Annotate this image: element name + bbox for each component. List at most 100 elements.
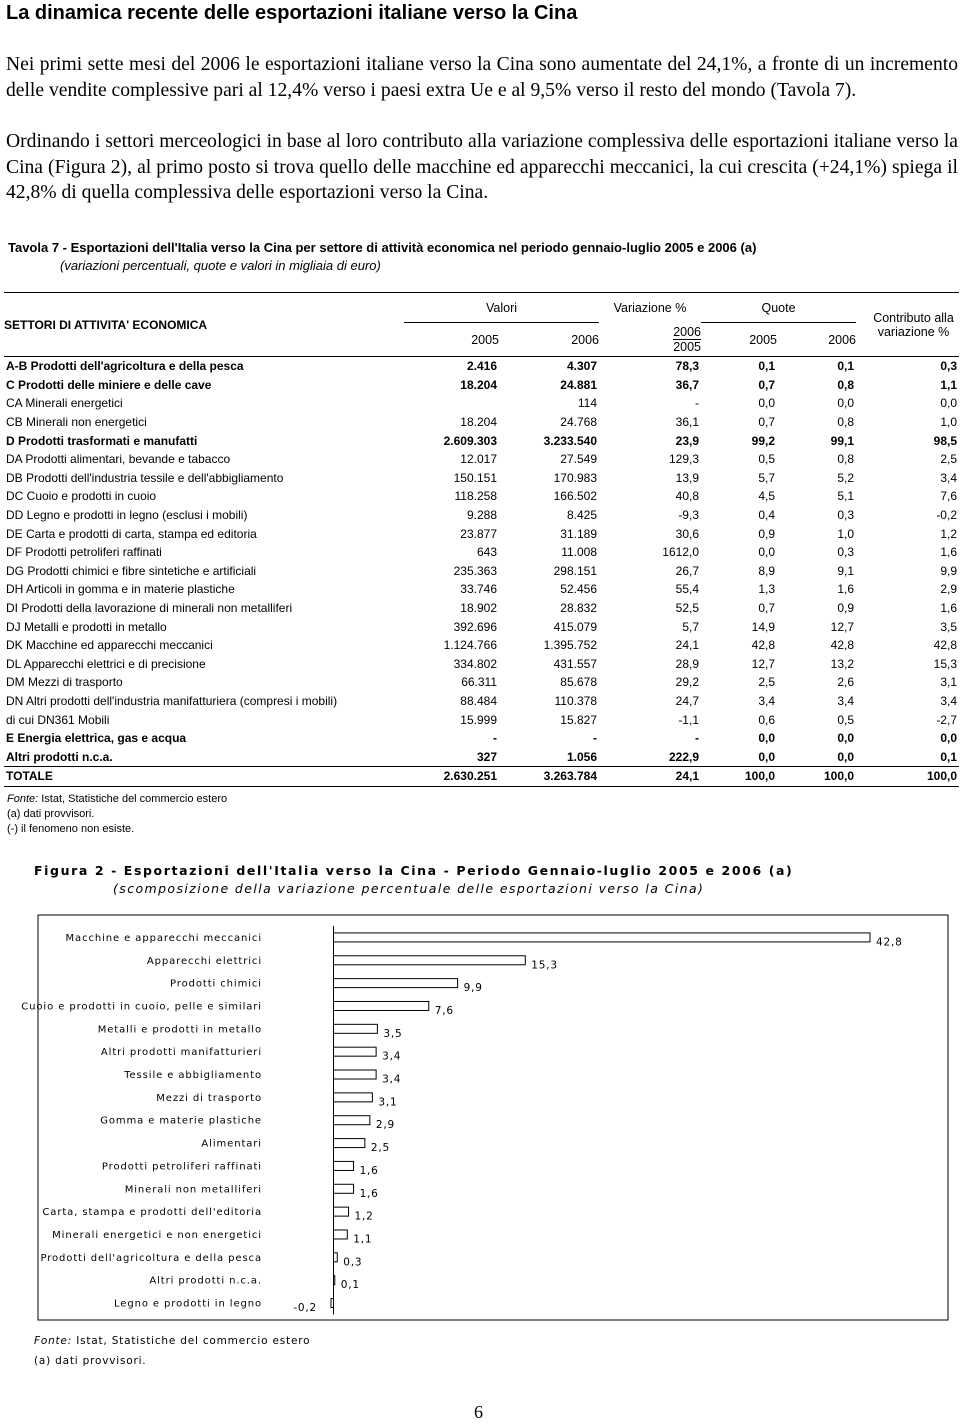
table-cell: 3,4 — [837, 693, 854, 708]
table-row: DG Prodotti chimici e fibre sintetiche e… — [4, 562, 959, 581]
table-cell: 42,8 — [830, 638, 854, 653]
row-label: TOTALE — [4, 766, 404, 787]
chart-frame — [37, 914, 949, 1321]
table-cell: 99,2 — [751, 433, 775, 448]
table-cell: 392.696 — [453, 619, 497, 634]
category-label: Tessile e abbigliamento — [123, 1070, 262, 1081]
category-label: Prodotti chimici — [170, 979, 262, 990]
bar — [333, 955, 526, 966]
table-cell: 235.363 — [453, 563, 497, 578]
table-cell: 12,7 — [830, 619, 854, 634]
table-cell: 24.881 — [560, 377, 597, 392]
table-cell: 1,1 — [940, 377, 957, 392]
paragraph: Ordinando i settori merceologici in base… — [6, 131, 958, 203]
table-cell: 24,7 — [675, 693, 699, 708]
category-label: Prodotti petroliferi raffinati — [102, 1161, 262, 1172]
table-cell: 3.233.540 — [543, 433, 597, 448]
row-label: DF Prodotti petroliferi raffinati — [6, 545, 162, 560]
table-cell: 0,1 — [758, 359, 775, 374]
table-cell: 1.056 — [566, 749, 597, 764]
value-label: 2,9 — [376, 1119, 395, 1131]
table-cell: 222,9 — [668, 749, 699, 764]
table-cell: 8.425 — [566, 508, 597, 523]
category-label: Cuoio e prodotti in cuoio, pelle e simil… — [21, 1001, 262, 1012]
table-title: Tavola 7 - Esportazioni dell'Italia vers… — [8, 240, 757, 255]
table-cell: 0,0 — [758, 545, 775, 560]
bar — [333, 1229, 348, 1240]
table-cell: 11.008 — [561, 545, 597, 560]
table-row: DD Legno e prodotti in legno (esclusi i … — [4, 506, 959, 525]
table-row: C Prodotti delle miniere e delle cave 18.… — [4, 376, 959, 395]
table-cell: 2,5 — [758, 675, 775, 690]
table-cell: 100,0 — [777, 766, 856, 787]
table-cell: 1,2 — [940, 526, 957, 541]
table-cell: 1,6 — [940, 545, 957, 560]
row-label: CB Minerali non energetici — [6, 415, 147, 430]
category-label: Prodotti dell'agricoltura e della pesca — [40, 1253, 262, 1264]
header-cell: SETTORI DI ATTIVITA' ECONOMICA — [4, 317, 208, 332]
value-label: 3,4 — [382, 1074, 401, 1086]
category-label: Gomma e materie plastiche — [100, 1116, 262, 1127]
table-cell: 2,9 — [940, 582, 957, 597]
table-cell: 0,6 — [758, 712, 775, 727]
bar — [333, 1069, 377, 1080]
row-label: DI Prodotti della lavorazione di mineral… — [6, 601, 293, 616]
row-label: CA Minerali energetici — [6, 396, 123, 411]
table-cell: -0,2 — [936, 508, 957, 523]
table-row: DI Prodotti della lavorazione di mineral… — [4, 599, 959, 618]
table-cell: 40,8 — [675, 489, 699, 504]
table-cell: 36,1 — [675, 415, 699, 430]
table-row: DE Carta e prodotti di carta, stampa ed … — [4, 524, 959, 543]
table-cell: 100,0 — [701, 766, 777, 787]
header-cell: 2006 — [828, 332, 856, 347]
table-cell: 5,7 — [682, 619, 699, 634]
chart-source: Fonte: Istat, Statistiche del commercio … — [34, 1335, 310, 1347]
table-cell: 2.609.303 — [443, 433, 497, 448]
table-cell: 1,0 — [940, 415, 957, 430]
table-cell: 42,8 — [933, 638, 957, 653]
table-cell: 26,7 — [675, 563, 699, 578]
table-cell: 28,9 — [675, 656, 699, 671]
table-cell: 0,8 — [837, 415, 854, 430]
table-cell: 3,4 — [940, 470, 957, 485]
row-label: DK Macchine ed apparecchi meccanici — [6, 638, 213, 653]
value-label: 0,3 — [343, 1256, 362, 1268]
table-cell: 98,5 — [933, 433, 957, 448]
table-cell: 0,0 — [837, 396, 854, 411]
bar — [333, 978, 459, 989]
table-cell: 24.768 — [560, 415, 597, 430]
table-cell: 0,9 — [837, 601, 854, 616]
table-row: CB Minerali non energetici 18.204 24.768 36… — [4, 413, 959, 432]
table-cell: 3,4 — [758, 693, 775, 708]
category-label: Metalli e prodotti in metallo — [98, 1024, 262, 1035]
table-cell: 1,3 — [758, 582, 775, 597]
row-label: A-B Prodotti dell'agricoltura e della pe… — [6, 359, 244, 374]
page-number: 6 — [474, 1402, 483, 1422]
table-cell: 0,8 — [837, 452, 854, 467]
category-label: Mezzi di trasporto — [156, 1093, 262, 1104]
category-label: Minerali non metalliferi — [125, 1184, 262, 1195]
table-cell: - — [695, 731, 699, 746]
table-cell: -2,7 — [936, 712, 957, 727]
table-cell: 3,5 — [940, 619, 957, 634]
table-cell: 0,3 — [837, 545, 854, 560]
value-label: 3,4 — [382, 1051, 401, 1063]
header-cell: 2005 — [749, 332, 777, 347]
table-cell: 166.502 — [553, 489, 597, 504]
table-cell: 13,9 — [675, 470, 699, 485]
table-cell: 110.378 — [554, 693, 598, 708]
table-cell: 18.902 — [460, 601, 497, 616]
table-row: DN Altri prodotti dell'industria manifat… — [4, 692, 959, 711]
table-cell: 66.311 — [461, 675, 497, 690]
table-cell: 2,5 — [940, 452, 957, 467]
table-cell: 15.999 — [460, 712, 497, 727]
source: Istat, Statistiche del commercio estero — [76, 1335, 310, 1347]
table-cell: 0,7 — [758, 377, 775, 392]
table-cell: 170.983 — [553, 470, 597, 485]
table-cell: 0,8 — [837, 377, 854, 392]
table: SETTORI DI ATTIVITA' ECONOMICA Valori Va… — [4, 292, 959, 787]
row-label: DH Articoli in gomma e in materie plasti… — [6, 582, 235, 597]
table-cell: 23.877 — [460, 526, 497, 541]
table-cell: 78,3 — [675, 359, 699, 374]
